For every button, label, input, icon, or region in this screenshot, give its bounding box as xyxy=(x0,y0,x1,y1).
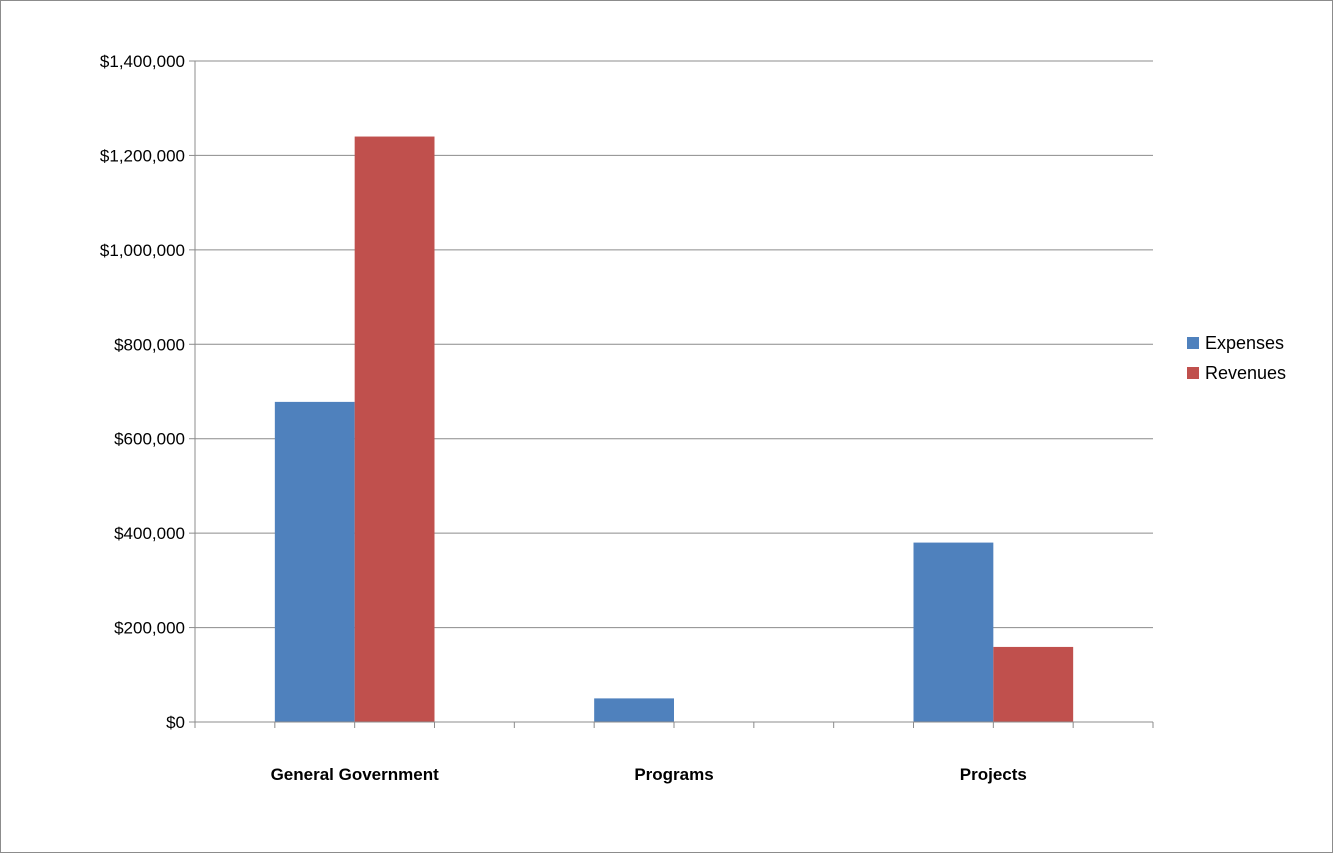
y-tick-label: $600,000 xyxy=(114,430,185,449)
bar-expenses-2 xyxy=(913,542,994,722)
bar-revenues-0 xyxy=(354,136,435,723)
legend-swatch-revenues xyxy=(1187,367,1199,379)
y-tick-label: $0 xyxy=(166,713,185,732)
y-tick-label: $400,000 xyxy=(114,524,185,543)
y-axis-tick-labels: $0 $200,000 $400,000 $600,000 $800,000 $1,000… xyxy=(100,52,185,732)
bar-revenues-2 xyxy=(993,646,1074,722)
bar-expenses-0 xyxy=(274,401,355,722)
legend-label-expenses: Expenses xyxy=(1205,333,1284,353)
x-category-label: General Government xyxy=(271,765,440,784)
legend-swatch-expenses xyxy=(1187,337,1199,349)
legend: Expenses Revenues xyxy=(1187,333,1286,383)
axes xyxy=(189,60,1154,728)
bar-expenses-1 xyxy=(594,698,674,722)
x-category-label: Projects xyxy=(960,765,1027,784)
x-category-label: Programs xyxy=(634,765,713,784)
y-tick-label: $200,000 xyxy=(114,619,185,638)
legend-label-revenues: Revenues xyxy=(1205,363,1286,383)
y-tick-label: $1,400,000 xyxy=(100,52,185,71)
y-tick-label: $800,000 xyxy=(114,335,185,354)
x-axis-category-labels: General Government Programs Projects xyxy=(271,765,1027,784)
bars xyxy=(274,136,1074,723)
y-tick-label: $1,200,000 xyxy=(100,146,185,165)
y-tick-label: $1,000,000 xyxy=(100,241,185,260)
